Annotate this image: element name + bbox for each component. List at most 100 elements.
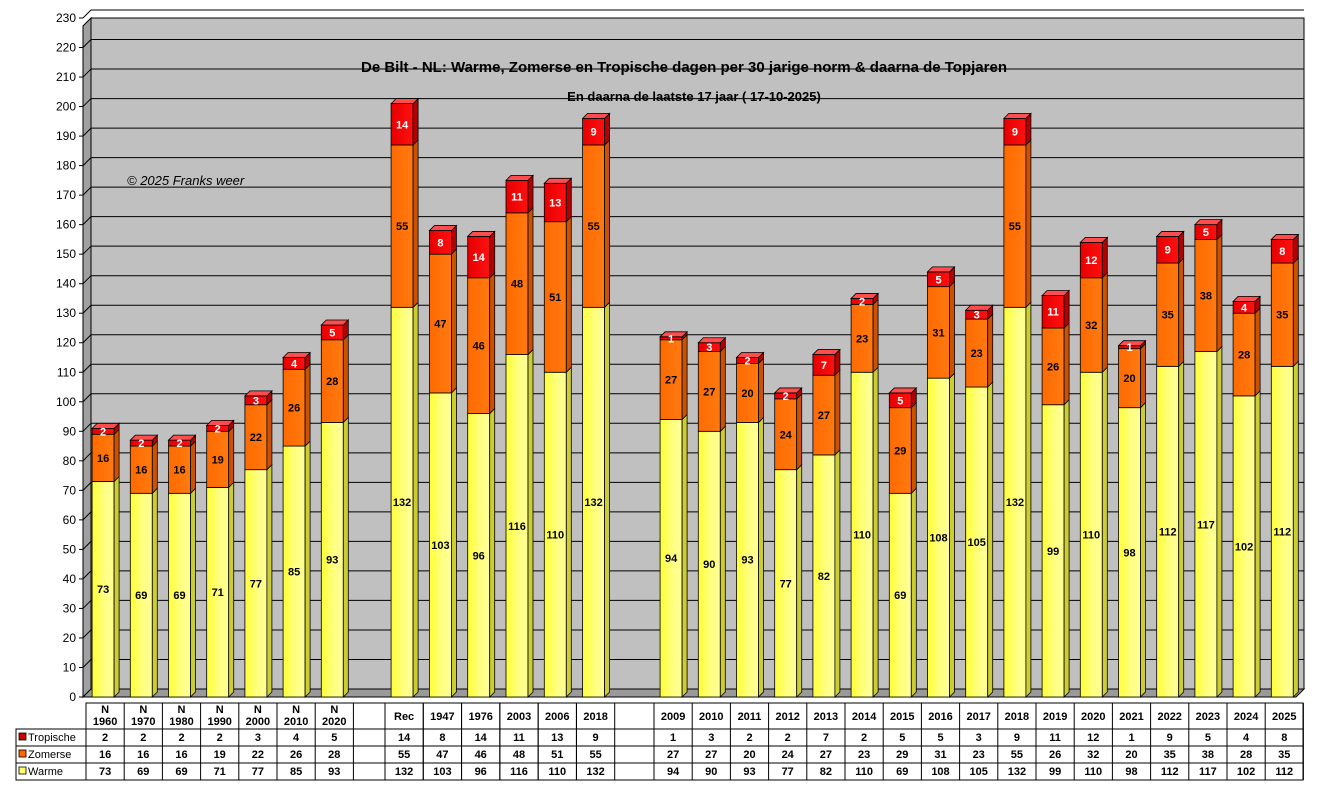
data-label-zomerse: 26 <box>1047 361 1059 373</box>
data-label-warme: 103 <box>431 540 449 552</box>
bar-segment-side <box>834 448 841 698</box>
bar-top <box>1155 231 1185 237</box>
y-tick-label: 210 <box>56 70 76 84</box>
y-tick-label: 0 <box>69 690 76 704</box>
bar-segment-tropische: 7 <box>811 348 841 377</box>
bar-segment-side <box>1025 138 1032 309</box>
bar-segment-side <box>1216 233 1223 353</box>
table-cell: 93 <box>328 766 340 778</box>
category-label: 2018 <box>583 711 607 723</box>
table-cell: 51 <box>551 749 563 761</box>
data-label-tropische: 2 <box>176 438 182 450</box>
bar-top <box>129 434 159 441</box>
bar-segment-side <box>1063 322 1070 406</box>
table-cell: 3 <box>708 732 714 744</box>
bar-segment-side <box>565 366 572 698</box>
table-cell: 9 <box>1167 732 1173 744</box>
data-label-tropische: 12 <box>1085 255 1097 267</box>
table-cell: 132 <box>1008 766 1026 778</box>
data-label-warme: 90 <box>703 559 715 571</box>
table-cell: 9 <box>593 732 599 744</box>
category-label: N <box>178 704 186 716</box>
table-cell: 1 <box>1128 732 1134 744</box>
bar-segment-tropische: 4 <box>1232 295 1262 314</box>
gridline-diag <box>82 363 92 373</box>
table-cell: 5 <box>899 732 905 744</box>
bar-top <box>735 352 765 358</box>
table-cell: 28 <box>1240 749 1252 761</box>
data-label-tropische: 9 <box>591 127 597 139</box>
table-cell: 116 <box>510 766 528 778</box>
bar-segment-side <box>910 401 917 495</box>
y-tick-label: 90 <box>63 424 77 438</box>
table-cell: 3 <box>255 732 261 744</box>
bar-segment-zomerse: 23 <box>965 313 994 388</box>
table-cell: 132 <box>586 766 604 778</box>
bar-segment-zomerse: 23 <box>850 298 879 374</box>
category-label: 2011 <box>738 711 762 723</box>
bar-segment-zomerse: 19 <box>206 425 235 489</box>
bar-segment-tropische: 12 <box>1079 236 1109 279</box>
y-tick-label: 150 <box>56 247 76 261</box>
data-label-tropische: 3 <box>974 310 980 322</box>
table-cell: 69 <box>896 766 908 778</box>
bar-segment-side <box>1140 342 1146 409</box>
table-cell: 2 <box>140 732 146 744</box>
bar-top <box>581 112 611 119</box>
bar-segment-zomerse: 48 <box>505 206 534 356</box>
category-label: 1970 <box>131 716 155 728</box>
bar-segment-side <box>604 301 610 698</box>
category-label: 2025 <box>1272 711 1296 723</box>
bar-segment-zomerse: 27 <box>697 345 726 433</box>
bar-segment-side <box>151 440 158 495</box>
bar-segment-warme: 93 <box>736 416 764 698</box>
bar-segment-side <box>113 475 120 698</box>
bar-top <box>850 293 880 299</box>
data-label-warme: 102 <box>1235 541 1253 553</box>
bar-top <box>205 419 235 426</box>
bar-segment-warme: 98 <box>1118 401 1146 698</box>
table-cell: 7 <box>823 732 829 744</box>
table-cell: 98 <box>1125 766 1137 778</box>
data-label-warme: 77 <box>250 578 262 590</box>
bar-segment-zomerse: 46 <box>467 271 496 415</box>
category-label: 2022 <box>1157 711 1181 723</box>
category-label: 2023 <box>1196 711 1220 723</box>
bar-segment-zomerse: 32 <box>1079 271 1108 374</box>
data-label-warme: 77 <box>780 578 792 590</box>
data-label-tropische: 3 <box>706 342 712 354</box>
bar-segment-warme: 132 <box>390 301 419 698</box>
table-cell: 9 <box>1014 732 1020 744</box>
bar-segment-warme: 102 <box>1232 389 1261 698</box>
bar-segment-tropische: 14 <box>466 230 496 279</box>
data-label-warme: 132 <box>1006 497 1024 509</box>
category-label: 2010 <box>699 711 723 723</box>
data-label-warme: 112 <box>1273 527 1291 539</box>
bar-segment-warme: 103 <box>428 386 457 698</box>
bar-segment-side <box>1025 301 1032 698</box>
y-tick-label: 50 <box>63 542 77 556</box>
bar-segment-side <box>1101 236 1108 279</box>
table-cell: 48 <box>513 749 525 761</box>
table-cell: 3 <box>976 732 982 744</box>
bar-segment-zomerse: 31 <box>927 280 955 380</box>
category-label: 2019 <box>1043 711 1067 723</box>
bar-top <box>1270 234 1300 240</box>
bar-segment-tropische: 11 <box>505 174 534 214</box>
data-label-zomerse: 47 <box>434 319 446 331</box>
data-label-zomerse: 35 <box>1276 310 1288 322</box>
bar-segment-zomerse: 16 <box>129 440 158 495</box>
bar-segment-side <box>151 487 158 698</box>
bar-segment-tropische: 11 <box>1041 289 1071 329</box>
bar-top <box>1117 340 1147 347</box>
data-label-tropische: 2 <box>138 438 144 450</box>
table-cell: 2 <box>785 732 791 744</box>
table-cell: 16 <box>137 749 149 761</box>
table-cell: 24 <box>782 749 795 761</box>
table-cell: 99 <box>1049 766 1061 778</box>
bar-top <box>697 337 727 344</box>
category-label: 2012 <box>775 711 799 723</box>
category-label: 2010 <box>284 716 308 728</box>
bar-segment-warme: 94 <box>659 413 688 698</box>
bar-top <box>466 231 496 237</box>
